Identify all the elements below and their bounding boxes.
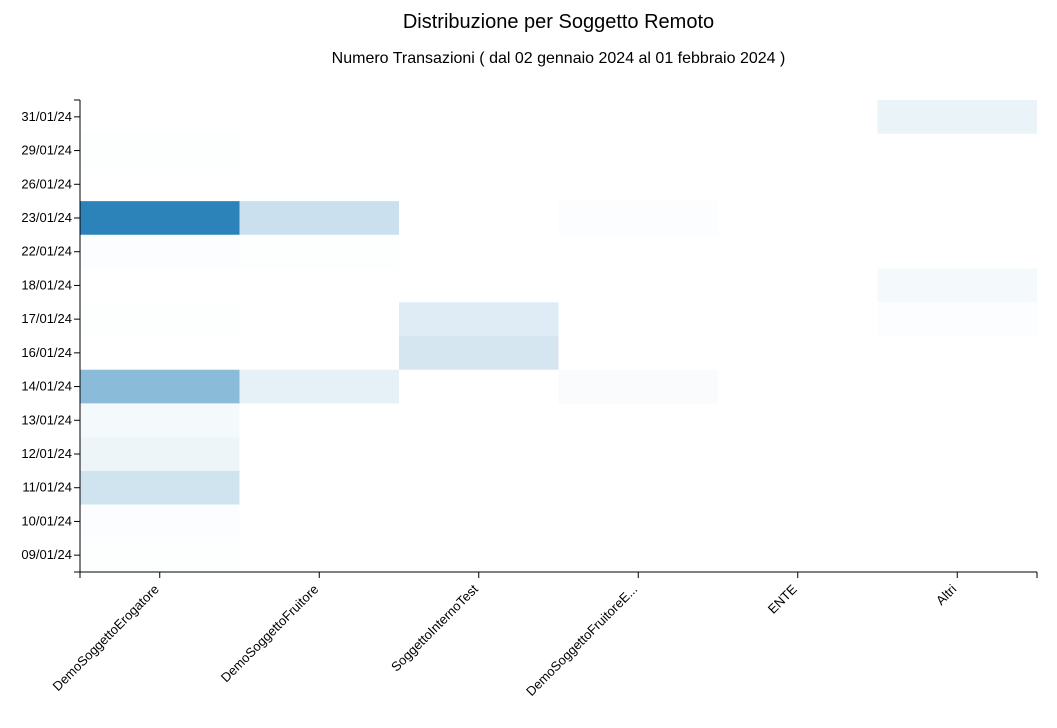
y-tick-label: 23/01/24	[21, 210, 72, 225]
heatmap-cell	[558, 201, 718, 235]
chart-title: Distribuzione per Soggetto Remoto	[402, 11, 715, 33]
heatmap-cell	[239, 234, 399, 269]
y-tick-label: 10/01/24	[21, 513, 72, 528]
heatmap-cell	[239, 201, 399, 235]
y-tick-label: 18/01/24	[21, 277, 72, 292]
heatmap-cell	[80, 201, 240, 235]
heatmap-cell	[239, 369, 399, 404]
y-tick-label: 14/01/24	[21, 379, 72, 394]
heatmap-cell	[399, 336, 559, 370]
x-tick-label: ENTE	[765, 581, 800, 616]
x-tick-label: Altri	[933, 581, 960, 608]
heatmap-cell	[877, 100, 1037, 134]
heatmap-cell	[80, 538, 240, 572]
heatmap-cell	[399, 302, 559, 336]
heatmap-cell	[558, 369, 718, 404]
y-tick-label: 26/01/24	[21, 176, 72, 191]
y-tick-label: 12/01/24	[21, 446, 72, 461]
heatmap-cell	[80, 437, 240, 471]
x-tick-label: DemoSoggettoErogatore	[50, 582, 162, 694]
y-tick-label: 29/01/24	[21, 143, 72, 158]
chart-subtitle: Numero Transazioni ( dal 02 gennaio 2024…	[331, 50, 786, 67]
heatmap-cell	[80, 302, 240, 336]
heatmap-cell	[80, 504, 240, 539]
heatmap-cell	[877, 302, 1037, 336]
heatmap-cell	[80, 369, 240, 404]
y-tick-label: 16/01/24	[21, 345, 72, 360]
heatmap-cell	[877, 268, 1037, 303]
y-tick-label: 13/01/24	[21, 412, 72, 427]
heatmap-cell	[80, 470, 240, 505]
heatmap-cell	[80, 133, 240, 168]
y-tick-label: 22/01/24	[21, 244, 72, 259]
x-tick-label: DemoSoggettoFruitoreE...	[523, 582, 640, 699]
y-tick-label: 09/01/24	[21, 547, 72, 562]
x-tick-label: DemoSoggettoFruitore	[218, 582, 322, 686]
y-tick-label: 31/01/24	[21, 109, 72, 124]
heatmap-cell	[80, 403, 240, 438]
x-tick-label: SoggettoInternoTest	[388, 581, 481, 674]
y-tick-label: 11/01/24	[22, 480, 72, 495]
heatmap-cell	[80, 234, 240, 269]
y-tick-label: 17/01/24	[21, 311, 72, 326]
